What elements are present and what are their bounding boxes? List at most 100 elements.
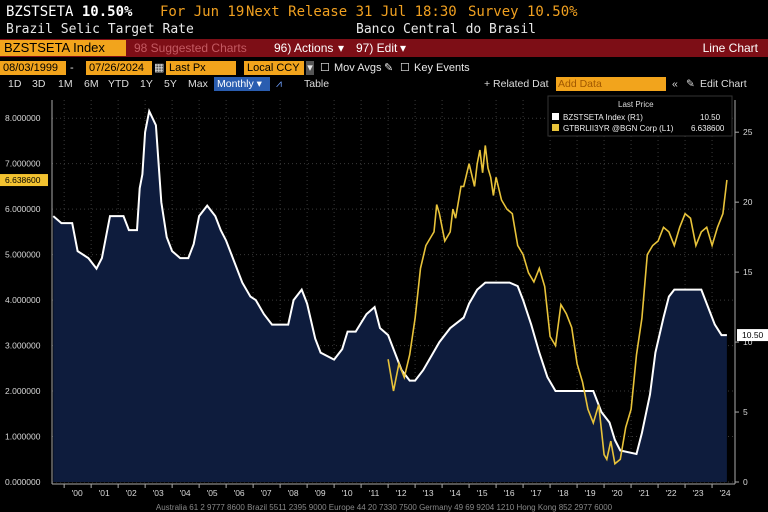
header-ticker: BZSTSETA 10.50% [6, 4, 133, 20]
x-axis-tick-label: '15 [477, 488, 488, 498]
period-5y-button[interactable]: 5Y [164, 78, 177, 90]
chart-type-label[interactable]: Line Chart [702, 41, 758, 55]
period-1d-button[interactable]: 1D [8, 78, 22, 90]
x-axis-tick-label: '10 [342, 488, 353, 498]
price-chart[interactable]: 0.000000 1.000000 2.000000 3.000000 4.000000… [0, 92, 768, 504]
frequency-select[interactable]: Monthly ▾ [214, 77, 270, 91]
checkbox-icon[interactable]: ☐ [400, 62, 410, 74]
left-axis-tick-label: 4.000000 [5, 295, 41, 305]
selic-area-fill [53, 111, 727, 482]
dropdown-arrow-icon[interactable]: ▾ [338, 41, 345, 55]
svg-text:6.638600: 6.638600 [5, 175, 41, 185]
date-field-bar: 08/03/1999 - 07/26/2024 ▦ Last Px Local … [0, 60, 768, 76]
header-source: Banco Central do Brasil [356, 22, 537, 37]
edit-chart-button[interactable]: Edit Chart [700, 78, 747, 90]
left-axis-tick-label: 5.000000 [5, 250, 41, 260]
left-axis-tick-label: 0.000000 [5, 477, 41, 487]
start-date-input[interactable]: 08/03/1999 [0, 61, 66, 75]
header-as-of: For Jun 19 [160, 4, 245, 20]
left-axis-tick-label: 7.000000 [5, 159, 41, 169]
x-axis-tick-label: '20 [612, 488, 623, 498]
selic-series-line [52, 108, 727, 456]
x-axis-tick-label: '12 [396, 488, 407, 498]
suggested-charts-button[interactable]: 98 Suggested Charts [134, 41, 247, 55]
chart-legend: Last Price BZSTSETA Index (R1) 10.50 GTB… [547, 95, 733, 137]
svg-text:10.50: 10.50 [742, 330, 764, 340]
checkbox-icon[interactable]: ☐ [320, 62, 330, 74]
legend-box [547, 95, 733, 137]
x-axis-tick-label: '17 [531, 488, 542, 498]
left-axis-tick-label: 1.000000 [5, 432, 41, 442]
legend-value-gtbrl: 6.638600 [691, 124, 725, 133]
header-line-1: BZSTSETA 10.50% For Jun 19 Next Release … [0, 2, 768, 22]
end-date-input[interactable]: 07/26/2024 [86, 61, 152, 75]
pencil-icon[interactable]: ✎ [384, 62, 394, 74]
x-axis-tick-label: '00 [72, 488, 83, 498]
period-max-button[interactable]: Max [188, 78, 208, 90]
line-chart-icon[interactable]: ⩘ [276, 78, 282, 90]
left-axis: 0.000000 1.000000 2.000000 3.000000 4.000000… [5, 113, 41, 487]
table-button[interactable]: Table [304, 78, 330, 90]
dropdown-arrow-icon[interactable]: ▾ [306, 61, 314, 75]
x-axis: '00 '01 '02 '03 '04 '05 '06 '07 '08 '09 '10 '11 '12 '… [63, 484, 731, 498]
legend-value-selic: 10.50 [700, 113, 721, 122]
period-1m-button[interactable]: 1M [58, 78, 73, 90]
x-axis-tick-label: '22 [666, 488, 677, 498]
left-axis-tick-label: 2.000000 [5, 386, 41, 396]
legend-swatch-selic [552, 113, 559, 120]
right-last-value-marker: 10.50 [737, 329, 768, 342]
x-axis-tick-label: '13 [423, 488, 434, 498]
x-axis-tick-label: '07 [261, 488, 272, 498]
calendar-icon[interactable]: ▦ [154, 62, 165, 74]
period-ytd-button[interactable]: YTD [108, 78, 129, 90]
legend-swatch-gtbrl [552, 124, 559, 131]
security-field[interactable]: BZSTSETA Index [0, 40, 126, 56]
right-axis: 0 5 10 15 20 25 [735, 127, 753, 487]
x-axis-tick-label: '08 [288, 488, 299, 498]
x-axis-tick-label: '04 [180, 488, 191, 498]
collapse-icon[interactable]: « [672, 78, 678, 90]
x-axis-tick-label: '16 [504, 488, 515, 498]
period-bar: 1D 3D 1M 6M YTD 1Y 5Y Max Monthly ▾ ⩘ Ta… [0, 77, 768, 91]
x-axis-tick-label: '03 [153, 488, 164, 498]
right-axis-tick-label: 5 [743, 407, 748, 417]
legend-item-gtbrl: GTBRLII3YR @BGN Corp (L1) [563, 124, 674, 133]
right-axis-tick-label: 0 [743, 477, 748, 487]
related-data-button[interactable]: + Related Dat [484, 78, 549, 90]
currency-select[interactable]: Local CCY [244, 61, 304, 75]
add-data-input[interactable]: Add Data [556, 77, 666, 91]
right-axis-tick-label: 20 [743, 197, 753, 207]
x-axis-tick-label: '06 [234, 488, 245, 498]
x-axis-tick-label: '09 [315, 488, 326, 498]
header-line-2: Brazil Selic Target Rate Banco Central d… [0, 21, 768, 39]
key-events-toggle[interactable]: Key Events [414, 62, 470, 74]
period-6m-button[interactable]: 6M [84, 78, 99, 90]
period-3d-button[interactable]: 3D [32, 78, 46, 90]
x-axis-tick-label: '11 [369, 488, 380, 498]
header-description: Brazil Selic Target Rate [6, 22, 194, 37]
x-axis-tick-label: '14 [450, 488, 461, 498]
header-value: 10.50% [81, 4, 133, 20]
actions-menu-button[interactable]: 96) Actions [274, 41, 334, 55]
right-axis-tick-label: 25 [743, 127, 753, 137]
legend-item-selic: BZSTSETA Index (R1) [563, 113, 643, 122]
grid-lines [51, 100, 736, 485]
pencil-icon[interactable]: ✎ [686, 78, 695, 90]
dropdown-arrow-icon[interactable]: ▾ [400, 41, 407, 55]
x-axis-tick-label: '19 [585, 488, 596, 498]
edit-menu-button[interactable]: 97) Edit [356, 41, 398, 55]
header-survey: Survey 10.50% [468, 4, 578, 20]
x-axis-tick-label: '21 [639, 488, 650, 498]
x-axis-tick-label: '02 [126, 488, 137, 498]
chart-toolbar: BZSTSETA Index 98 Suggested Charts 96) A… [0, 39, 768, 57]
date-range-dash: - [70, 62, 74, 74]
mov-avgs-toggle[interactable]: Mov Avgs [334, 62, 382, 74]
left-last-value-marker: 6.638600 [0, 174, 48, 187]
header-next-release: Next Release 31 Jul 18:30 [246, 4, 457, 20]
field-select[interactable]: Last Px [166, 61, 236, 75]
left-axis-tick-label: 6.000000 [5, 204, 41, 214]
footer-contacts: Australia 61 2 9777 8600 Brazil 5511 239… [155, 504, 613, 512]
period-1y-button[interactable]: 1Y [140, 78, 153, 90]
x-axis-tick-label: '18 [558, 488, 569, 498]
x-axis-tick-label: '23 [693, 488, 704, 498]
